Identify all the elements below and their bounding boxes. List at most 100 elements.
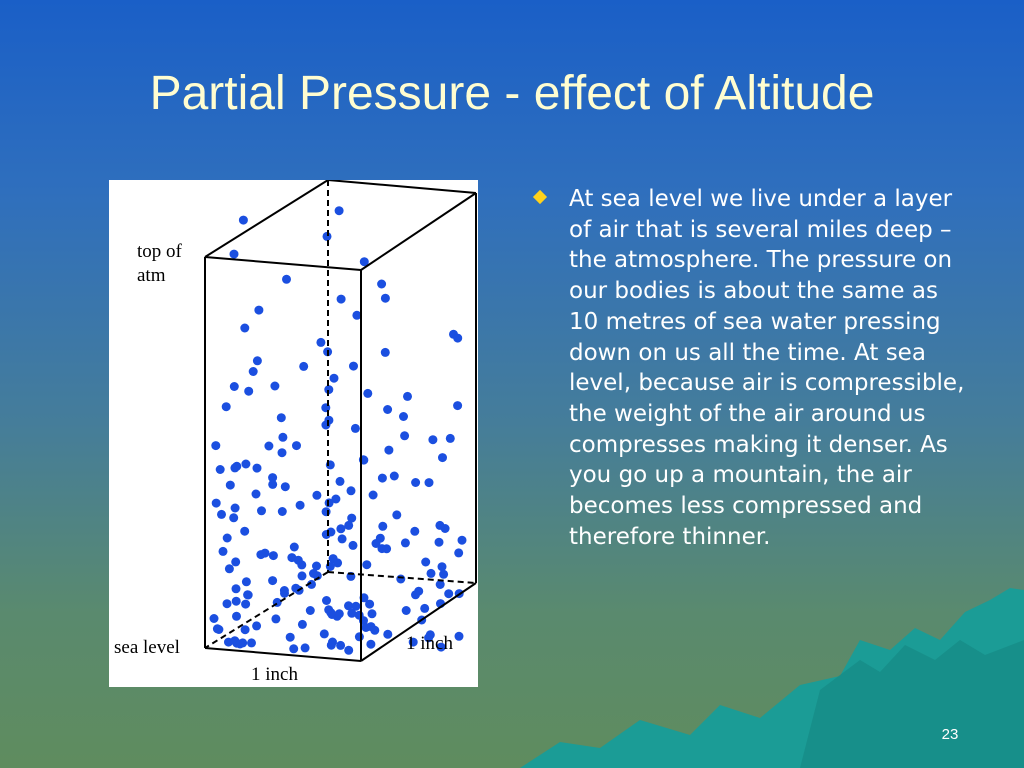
air-molecule-dot [399, 412, 408, 421]
air-molecule-dot [454, 631, 464, 641]
air-molecule-dot [254, 305, 264, 315]
air-molecule-dot [238, 215, 248, 225]
air-molecule-dot [322, 596, 331, 605]
air-molecule-dot [425, 630, 435, 640]
air-molecule-dot [453, 401, 463, 411]
air-molecule-dot [217, 509, 226, 519]
air-molecule-dot [383, 629, 393, 639]
air-molecule-dot [211, 441, 221, 451]
air-molecule-dot [389, 471, 399, 481]
air-molecule-dot [411, 590, 420, 600]
air-molecule-dot [222, 599, 232, 609]
air-molecule-dot [377, 279, 387, 289]
air-molecule-dot [437, 562, 447, 572]
air-molecule-dot [454, 548, 464, 558]
air-molecule-dot [344, 645, 354, 655]
air-molecule-dot [268, 479, 278, 489]
air-molecule-dot [380, 293, 390, 303]
air-molecule-dot [222, 533, 232, 543]
air-molecule-dot [350, 423, 360, 433]
air-molecule-dot [212, 624, 222, 634]
air-molecule-dot [438, 453, 447, 463]
air-molecule-dot [439, 569, 449, 579]
air-molecule-dot [378, 521, 388, 531]
bullet-text: At sea level we live under a layer of ai… [569, 186, 965, 550]
label-width-1-inch: 1 inch [251, 664, 298, 685]
air-molecule-dot [428, 435, 438, 445]
air-molecule-dot [268, 551, 278, 561]
air-molecule-dot [352, 310, 362, 320]
air-molecule-dot [366, 639, 376, 649]
air-molecule-dot [382, 544, 392, 554]
atmosphere-column-svg: top of atm sea level 1 inch 1 inch [114, 180, 477, 685]
air-molecule-dot [368, 490, 378, 500]
air-molecule-dot [384, 445, 394, 455]
page-number: 23 [941, 726, 959, 743]
air-molecule-dot [231, 584, 241, 594]
air-molecule-dot [252, 621, 262, 631]
air-molecule-dot [215, 465, 225, 474]
air-molecule-dot [445, 433, 455, 443]
air-molecule-dot [410, 526, 420, 536]
air-molecule-dot [278, 432, 288, 442]
air-molecule-dot [231, 557, 241, 567]
air-molecule-dot [363, 388, 373, 398]
air-molecule-dot [400, 431, 410, 441]
air-molecule-dot [336, 524, 346, 534]
air-molecule-dot [365, 599, 375, 609]
air-molecule-dot [321, 507, 331, 517]
air-molecule-dot [333, 558, 343, 568]
air-molecule-dot [241, 577, 251, 587]
air-molecule-dot [354, 632, 364, 642]
air-molecule-dot [232, 611, 241, 621]
air-molecule-dot [297, 619, 307, 629]
air-molecule-dot [444, 589, 454, 599]
air-molecule-dot [285, 632, 295, 642]
air-molecule-dot [251, 489, 261, 499]
air-molecule-dot [256, 550, 266, 560]
air-molecule-dot [362, 560, 372, 570]
air-molecule-dot [243, 590, 253, 600]
air-molecule-dot [403, 391, 412, 401]
air-molecule-dot [211, 498, 221, 508]
air-molecule-dot [229, 382, 239, 391]
air-molecule-dot [277, 507, 287, 516]
air-molecule-dot [322, 231, 332, 241]
air-molecule-dot [329, 373, 339, 383]
air-molecule-dot [361, 623, 371, 632]
air-molecule-dot [252, 356, 262, 366]
air-molecule-dot [321, 530, 331, 539]
air-molecule-dot [324, 498, 334, 508]
air-molecule-dot [280, 588, 289, 598]
air-molecule-dot [453, 333, 463, 343]
air-molecule-dot [225, 480, 235, 490]
air-molecule-dot [297, 571, 307, 581]
air-molecule-dot [326, 608, 336, 618]
air-molecule-dot [218, 546, 228, 556]
air-molecule-dot [349, 361, 358, 371]
air-molecule-dot [270, 381, 280, 391]
air-molecule-dot [370, 625, 380, 635]
air-molecule-dot [248, 367, 258, 376]
air-molecule-dot [240, 526, 250, 536]
air-molecule-dot [241, 459, 251, 469]
air-molecule-dot [367, 609, 377, 619]
air-molecule-dot [229, 249, 239, 259]
air-molecule-dot [229, 513, 239, 523]
air-molecule-dot [292, 441, 301, 451]
label-atm: atm [137, 265, 166, 286]
air-molecule-dot [421, 557, 431, 567]
air-molecule-dot [380, 347, 390, 357]
atmosphere-column-figure: top of atm sea level 1 inch 1 inch [109, 180, 478, 687]
air-molecule-dot [408, 637, 418, 647]
air-molecule-dot [293, 555, 303, 565]
air-molecule-dot [289, 542, 299, 552]
label-top-of: top of [137, 241, 183, 262]
air-molecule-dot [282, 274, 291, 284]
air-molecule-dot [221, 402, 231, 412]
slide-title: Partial Pressure - effect of Altitude [149, 67, 875, 120]
air-molecule-dot [268, 473, 278, 483]
air-molecule-dot [307, 579, 316, 589]
air-molecule-dot [240, 625, 250, 635]
